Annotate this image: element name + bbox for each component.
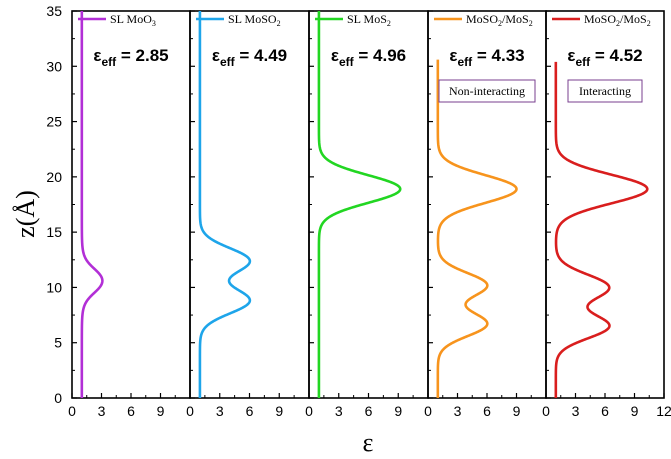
legend-label: SL MoS2 <box>347 12 391 28</box>
x-tick-label: 3 <box>454 403 462 419</box>
x-tick-label: 6 <box>127 403 135 419</box>
y-tick-label: 30 <box>46 58 62 74</box>
x-tick-label: 6 <box>246 403 254 419</box>
panel-frame <box>71 10 191 399</box>
panel-frame <box>189 10 310 399</box>
y-tick-label: 0 <box>54 390 62 406</box>
y-axis: 0 5 10 15 20 25 30 35 <box>46 3 62 406</box>
x-tick-label: 3 <box>216 403 224 419</box>
eps-eff-label: εeff = 4.52 <box>567 46 642 69</box>
series-line-interacting <box>554 61 649 399</box>
panel-frame <box>427 10 547 399</box>
panel-noninteracting: 0 3 6 9 MoSO2/MoS2 εeff = 4.33 Non-interacting <box>424 10 547 419</box>
y-tick-label: 10 <box>46 279 62 295</box>
y-tick-label: 15 <box>46 224 62 240</box>
annotation-box <box>438 79 536 103</box>
y-tick-label: 20 <box>46 169 62 185</box>
x-tick-label: 9 <box>157 403 165 419</box>
x-tick-label: 0 <box>424 403 432 419</box>
legend-label: MoSO2/MoS2 <box>466 12 533 28</box>
series-line-noninteracting <box>436 58 518 399</box>
x-tick-label: 0 <box>186 403 194 419</box>
x-tick-label: 9 <box>631 403 639 419</box>
panel-moo3: 0 3 6 9 SL MoO3 εeff = 2.85 <box>68 10 191 419</box>
annotation-label: Interacting <box>579 84 631 98</box>
y-axis-title: z(Å) <box>11 190 40 238</box>
panel-mos2: 0 3 6 9 SL MoS2 εeff = 4.96 <box>305 10 429 419</box>
series-line-mos2 <box>317 10 402 399</box>
panel-interacting: 0 3 6 9 12 MoSO2/MoS2 εeff = 4.52 Interacting <box>542 10 671 419</box>
legend-label: SL MoSO2 <box>228 12 281 28</box>
x-tick-label: 0 <box>68 403 76 419</box>
x-tick-label: 9 <box>513 403 521 419</box>
x-tick-label: 3 <box>98 403 106 419</box>
panel-moso2: 0 3 6 9 SL MoSO2 εeff = 4.49 <box>186 10 310 419</box>
x-tick-label: 0 <box>542 403 550 419</box>
panels-group: 0 3 6 9 SL MoO3 εeff = 2.85 0 3 6 9 SL MoSO2 εeff =… <box>68 10 671 419</box>
x-tick-label: 6 <box>601 403 609 419</box>
y-tick-label: 35 <box>46 3 62 19</box>
eps-eff-label: εeff = 4.49 <box>212 46 287 69</box>
legend-label: SL MoO3 <box>110 12 156 28</box>
x-tick-label: 6 <box>365 403 373 419</box>
x-tick-label: 0 <box>305 403 313 419</box>
x-tick-label: 9 <box>275 403 283 419</box>
eps-eff-label: εeff = 2.85 <box>93 46 168 69</box>
x-tick-label: 9 <box>394 403 402 419</box>
x-axis-title: ε <box>363 428 374 457</box>
x-tick-label: 6 <box>483 403 491 419</box>
series-line-moo3 <box>80 10 104 399</box>
panel-frame <box>308 10 429 399</box>
eps-eff-label: εeff = 4.96 <box>331 46 406 69</box>
y-tick-label: 5 <box>54 335 62 351</box>
x-tick-label: 3 <box>572 403 580 419</box>
eps-eff-label: εeff = 4.33 <box>449 46 524 69</box>
y-tick-label: 25 <box>46 114 62 130</box>
annotation-box <box>567 79 643 103</box>
legend-label: MoSO2/MoS2 <box>584 12 651 28</box>
series-line-moso2 <box>198 10 252 399</box>
annotation-label: Non-interacting <box>449 84 525 98</box>
x-tick-label: 12 <box>656 403 671 419</box>
x-tick-label: 3 <box>335 403 343 419</box>
